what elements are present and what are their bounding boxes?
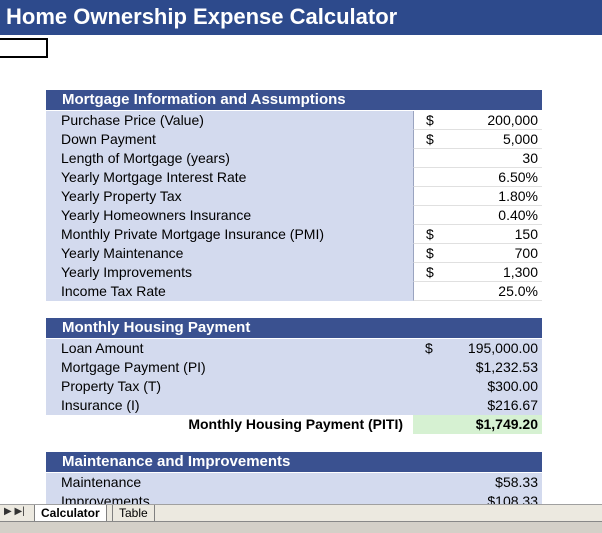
row: Property Tax (T) $300.00 [46,377,542,396]
row-value: 25.0% [498,283,538,299]
value-cell[interactable]: $1,232.53 [413,358,542,377]
title-bar [0,0,602,35]
currency-symbol: $ [426,131,434,147]
sheet-tab[interactable]: Table [112,505,155,523]
value-cell[interactable]: 6.50% [413,168,542,187]
row-label: Loan Amount [46,339,413,358]
title: Home Ownership Expense Calculator [6,4,398,29]
value-cell[interactable]: $1,300 [413,263,542,282]
row-label: Yearly Homeowners Insurance [46,206,413,225]
value-cell[interactable]: 0.40% [413,206,542,225]
section-header: Maintenance and Improvements [46,452,542,472]
row-value: 150 [514,226,538,242]
row-label: Maintenance [46,473,413,492]
value-cell[interactable]: 1.80% [413,187,542,206]
selected-cell[interactable] [0,38,48,58]
row-value: $1,232.53 [475,359,538,375]
row: Income Tax Rate 25.0% [46,282,542,301]
row-value: 195,000.00 [467,340,538,356]
value-cell[interactable]: $216.67 [413,396,542,415]
row-value: 6.50% [498,169,538,185]
tab-bar: ▶ ▶| Calculator Table [0,504,602,523]
currency-symbol: $ [425,340,433,356]
row: Yearly Mortgage Interest Rate 6.50% [46,168,542,187]
value-cell[interactable]: $1,749.20 [413,415,542,434]
value-cell[interactable]: 25.0% [413,282,542,301]
currency-symbol: $ [426,226,434,242]
value-cell[interactable]: $5,000 [413,130,542,149]
row-label: Monthly Housing Payment (PITI) [46,415,413,434]
row: Yearly Improvements $1,300 [46,263,542,282]
section-header: Monthly Housing Payment [46,318,542,338]
value-cell[interactable]: $58.33 [413,473,542,492]
row-value: 5,000 [502,131,538,147]
row-value: 200,000 [487,112,538,128]
row-value: $1,749.20 [475,416,538,432]
value-cell[interactable]: $195,000.00 [413,339,542,358]
row: Mortgage Payment (PI) $1,232.53 [46,358,542,377]
row-label: Down Payment [46,130,413,149]
row: Yearly Maintenance $700 [46,244,542,263]
row: Insurance (I) $216.67 [46,396,542,415]
row-value: 1.80% [498,188,538,204]
value-cell[interactable]: $150 [413,225,542,244]
row-value: $216.67 [487,397,538,413]
row: Maintenance $58.33 [46,473,542,492]
value-cell[interactable]: $300.00 [413,377,542,396]
row-value: 30 [522,150,538,166]
row-label: Yearly Maintenance [46,244,413,263]
row: Purchase Price (Value) $200,000 [46,111,542,130]
row-label: Monthly Private Mortgage Insurance (PMI) [46,225,413,244]
row: Monthly Private Mortgage Insurance (PMI)… [46,225,542,244]
row-label: Purchase Price (Value) [46,111,413,130]
value-cell[interactable]: 30 [413,149,542,168]
row-label: Insurance (I) [46,396,413,415]
value-cell[interactable]: $700 [413,244,542,263]
row: Length of Mortgage (years) 30 [46,149,542,168]
row: Yearly Property Tax 1.80% [46,187,542,206]
row-label: Property Tax (T) [46,377,413,396]
row-value: 0.40% [498,207,538,223]
row-value: $58.33 [495,474,538,490]
currency-symbol: $ [426,245,434,261]
row: Loan Amount $195,000.00 [46,339,542,358]
row-value: $300.00 [487,378,538,394]
row: Yearly Homeowners Insurance 0.40% [46,206,542,225]
status-bar [0,521,602,533]
tab-scroll[interactable]: ▶ ▶| [4,506,25,517]
row: Monthly Housing Payment (PITI) $1,749.20 [46,415,542,434]
row-label: Yearly Property Tax [46,187,413,206]
currency-symbol: $ [426,264,434,280]
row-label: Length of Mortgage (years) [46,149,413,168]
row-label: Income Tax Rate [46,282,413,301]
row-value: 700 [514,245,538,261]
value-cell[interactable]: $200,000 [413,111,542,130]
currency-symbol: $ [426,112,434,128]
row: Down Payment $5,000 [46,130,542,149]
row-label: Yearly Mortgage Interest Rate [46,168,413,187]
row-label: Yearly Improvements [46,263,413,282]
section-header: Mortgage Information and Assumptions [46,90,542,110]
row-value: 1,300 [502,264,538,280]
row-label: Mortgage Payment (PI) [46,358,413,377]
